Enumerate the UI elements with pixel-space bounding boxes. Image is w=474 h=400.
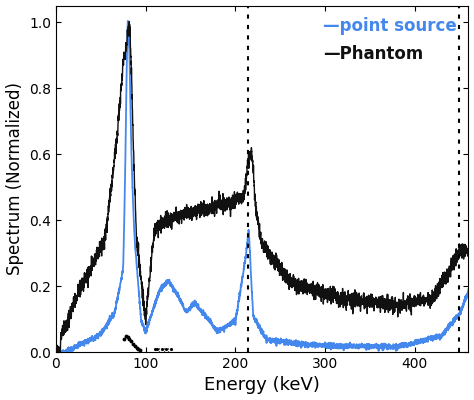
Y-axis label: Spectrum (Normalized): Spectrum (Normalized): [6, 82, 24, 275]
X-axis label: Energy (keV): Energy (keV): [204, 376, 320, 394]
Legend: —point source, —Phantom: —point source, —Phantom: [316, 10, 464, 70]
